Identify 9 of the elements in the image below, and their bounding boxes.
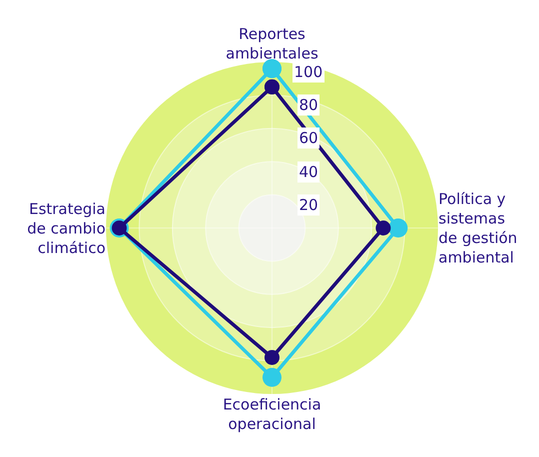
spoke-label: Ecoeficiencia operacional (222, 396, 322, 433)
y-tick-label: 80 (299, 96, 318, 114)
y-tick-label: 20 (299, 196, 318, 214)
spoke-label: Estrategia de cambio climático (27, 200, 106, 257)
spoke-label: Reportes ambientales (226, 25, 318, 62)
y-tick-label: 60 (299, 129, 318, 147)
spoke-label: Política y sistemas de gestión ambiental (438, 190, 518, 266)
y-tick-label: 40 (299, 163, 318, 181)
y-tick-label: 100 (294, 63, 323, 81)
